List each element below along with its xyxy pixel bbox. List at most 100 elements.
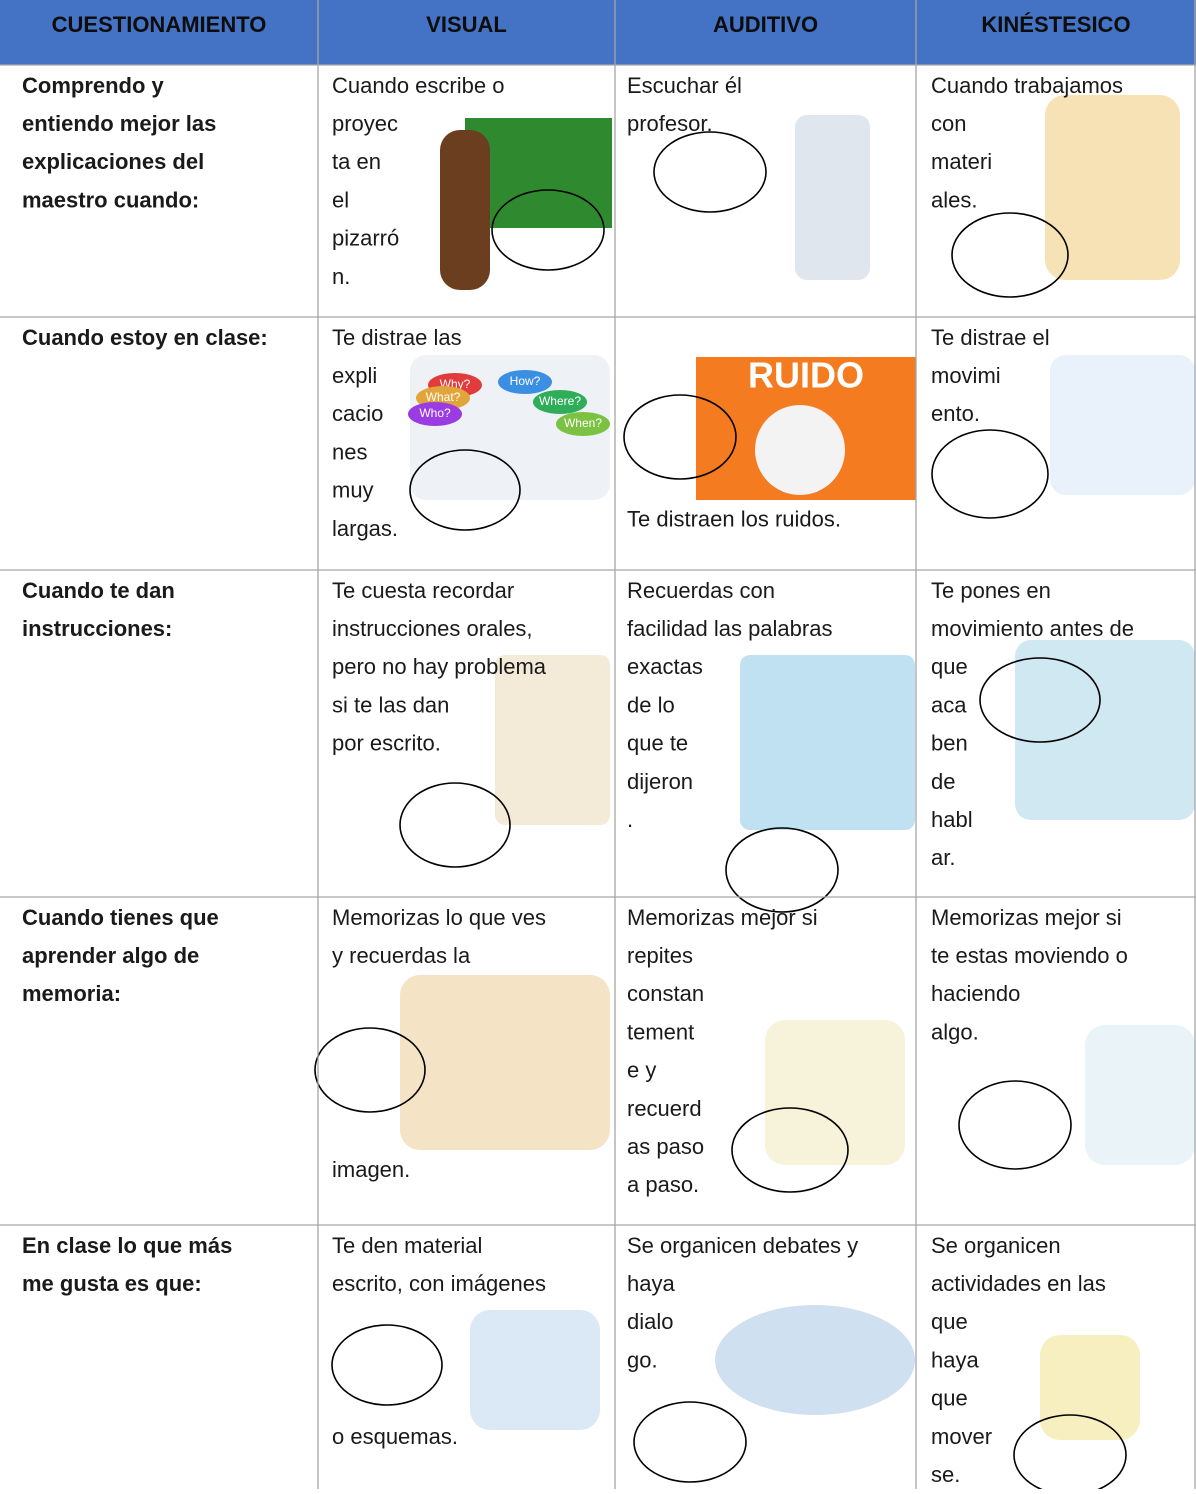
cell-text: movimiento antes de xyxy=(931,616,1134,641)
cell-text: pizarró xyxy=(332,226,399,251)
cell-text: o esquemas. xyxy=(332,1424,458,1449)
cell-text: . xyxy=(627,807,633,832)
illustration xyxy=(470,1310,600,1430)
cell-text: n. xyxy=(332,264,350,289)
illustration xyxy=(1040,1335,1140,1440)
answer-circle[interactable] xyxy=(951,212,1069,298)
answer-circle[interactable] xyxy=(958,1080,1072,1170)
cell-text: haya xyxy=(627,1271,675,1296)
cell-text: Memorizas mejor si xyxy=(931,905,1122,930)
cell-text: Cuando escribe o xyxy=(332,73,504,98)
illustration xyxy=(740,655,915,830)
cell-text: tement xyxy=(627,1019,694,1044)
question-text: me gusta es que: xyxy=(22,1271,202,1296)
image-text: What? xyxy=(426,390,461,404)
answer-circle[interactable] xyxy=(623,394,737,480)
cell-text: que xyxy=(931,654,968,679)
column-header: CUESTIONAMIENTO xyxy=(52,12,267,37)
column-header: AUDITIVO xyxy=(713,12,818,37)
cell-text: as paso xyxy=(627,1134,704,1159)
speech-bubble xyxy=(408,402,462,426)
answer-circle[interactable] xyxy=(653,131,767,213)
cell-text: que xyxy=(931,1309,968,1334)
cell-text: Memorizas mejor si xyxy=(627,905,818,930)
illustration xyxy=(400,975,610,1150)
cell-text: recuerd xyxy=(627,1096,702,1121)
cell-text: y recuerdas la xyxy=(332,943,471,968)
question-text: Cuando estoy en clase: xyxy=(22,325,268,350)
answer-circle[interactable] xyxy=(731,1107,849,1193)
illustration xyxy=(765,1020,905,1165)
illustration xyxy=(795,115,870,280)
answer-circles xyxy=(314,131,1127,1494)
illustration xyxy=(715,1305,915,1415)
cell-text: escrito, con imágenes xyxy=(332,1271,546,1296)
illustration xyxy=(495,655,610,825)
cell-text: si te las dan xyxy=(332,692,449,717)
speech-bubble xyxy=(498,370,552,394)
answer-circle[interactable] xyxy=(314,1027,426,1113)
cell-text: por escrito. xyxy=(332,731,441,756)
cell-text: expli xyxy=(332,363,377,388)
column-header: VISUAL xyxy=(426,12,507,37)
answer-circle[interactable] xyxy=(491,189,605,271)
answer-circle[interactable] xyxy=(633,1401,747,1483)
cell-text: exactas xyxy=(627,654,703,679)
answer-circle[interactable] xyxy=(331,1324,443,1406)
question-text: En clase lo que más xyxy=(22,1233,232,1258)
illustration xyxy=(440,130,490,290)
image-text: When? xyxy=(564,416,602,430)
header-bar xyxy=(0,0,1196,65)
cell-text: Memorizas lo que ves xyxy=(332,905,546,930)
question-text: Comprendo y xyxy=(22,73,165,98)
cell-text: Recuerdas con xyxy=(627,578,775,603)
cell-text: con xyxy=(931,111,966,136)
cell-text: aca xyxy=(931,692,967,717)
cell-text: ben xyxy=(931,731,968,756)
cell-text: de lo xyxy=(627,692,675,717)
cell-text: repites xyxy=(627,943,693,968)
cell-text: imagen. xyxy=(332,1157,410,1182)
cell-text: actividades en las xyxy=(931,1271,1106,1296)
cell-text: profesor. xyxy=(627,111,713,136)
cell-text: Te pones en xyxy=(931,578,1051,603)
cell-text: Te cuesta recordar xyxy=(332,578,514,603)
cell-text: se. xyxy=(931,1462,960,1487)
cell-text: que te xyxy=(627,731,688,756)
cell-text: facilidad las palabras xyxy=(627,616,832,641)
cell-text: Te distraen los ruidos. xyxy=(627,506,841,531)
question-text: Cuando te dan xyxy=(22,578,175,603)
question-text: entiendo mejor las xyxy=(22,111,216,136)
cell-text: constan xyxy=(627,981,704,1006)
cell-text: Te distrae el xyxy=(931,325,1050,350)
cell-text: largas. xyxy=(332,516,398,541)
image-text: Who? xyxy=(419,406,451,420)
cell-text: habl xyxy=(931,807,973,832)
answer-circle[interactable] xyxy=(725,827,839,913)
cell-text: ar. xyxy=(931,845,955,870)
image-text: How? xyxy=(510,374,541,388)
answer-circle[interactable] xyxy=(979,657,1101,743)
question-text: Cuando tienes que xyxy=(22,905,219,930)
cell-text: Te distrae las xyxy=(332,325,462,350)
answer-circle[interactable] xyxy=(399,782,511,868)
cell-text: pero no hay problema xyxy=(332,654,547,679)
illustrations xyxy=(400,95,1195,1440)
cell-text: a paso. xyxy=(627,1172,699,1197)
illustration xyxy=(1015,640,1195,820)
question-text: maestro cuando: xyxy=(22,187,199,212)
cell-text: Se organicen debates y xyxy=(627,1233,858,1258)
cell-text: cacio xyxy=(332,401,383,426)
answer-circle[interactable] xyxy=(409,449,521,531)
answer-circle[interactable] xyxy=(1013,1414,1127,1494)
question-text: memoria: xyxy=(22,981,121,1006)
column-header: KINÉSTESICO xyxy=(981,12,1130,37)
cell-text: haciendo xyxy=(931,981,1020,1006)
cell-text: te estas moviendo o xyxy=(931,943,1128,968)
illustration xyxy=(1050,355,1195,495)
answer-circle[interactable] xyxy=(931,429,1049,519)
illustration xyxy=(755,405,845,495)
cell-text: ales. xyxy=(931,187,977,212)
cell-text: que xyxy=(931,1386,968,1411)
